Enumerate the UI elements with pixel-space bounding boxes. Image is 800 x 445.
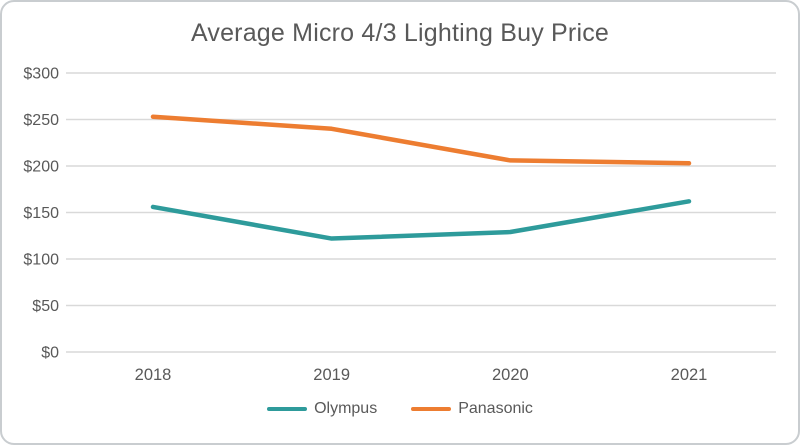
y-axis-tick-label: $150 [23, 205, 59, 222]
chart-title: Average Micro 4/3 Lighting Buy Price [190, 19, 610, 47]
chart-legend: Olympus Panasonic [2, 400, 798, 418]
y-axis-tick-label: $200 [23, 159, 59, 176]
y-axis-tick-label: $300 [23, 66, 59, 83]
y-axis-tick-label: $0 [41, 345, 59, 362]
y-axis-tick-label: $100 [23, 252, 59, 269]
y-axis-tick-label: $250 [23, 112, 59, 129]
series-line-panasonic [150, 114, 692, 166]
x-axis-tick-label: 2021 [671, 366, 708, 384]
legend-label-panasonic: Panasonic [458, 400, 533, 417]
x-axis-tick-label: 2018 [135, 366, 172, 384]
x-axis-tick-label: 2019 [313, 366, 350, 384]
legend-item-panasonic: Panasonic [411, 400, 533, 418]
legend-label-olympus: Olympus [314, 400, 378, 417]
y-axis-tick-label: $50 [32, 298, 59, 315]
legend-marker-panasonic [411, 406, 452, 412]
series-line-olympus [150, 199, 692, 241]
legend-marker-olympus [267, 406, 308, 412]
x-axis-tick-label: 2020 [492, 366, 529, 384]
legend-item-olympus: Olympus [267, 400, 377, 418]
